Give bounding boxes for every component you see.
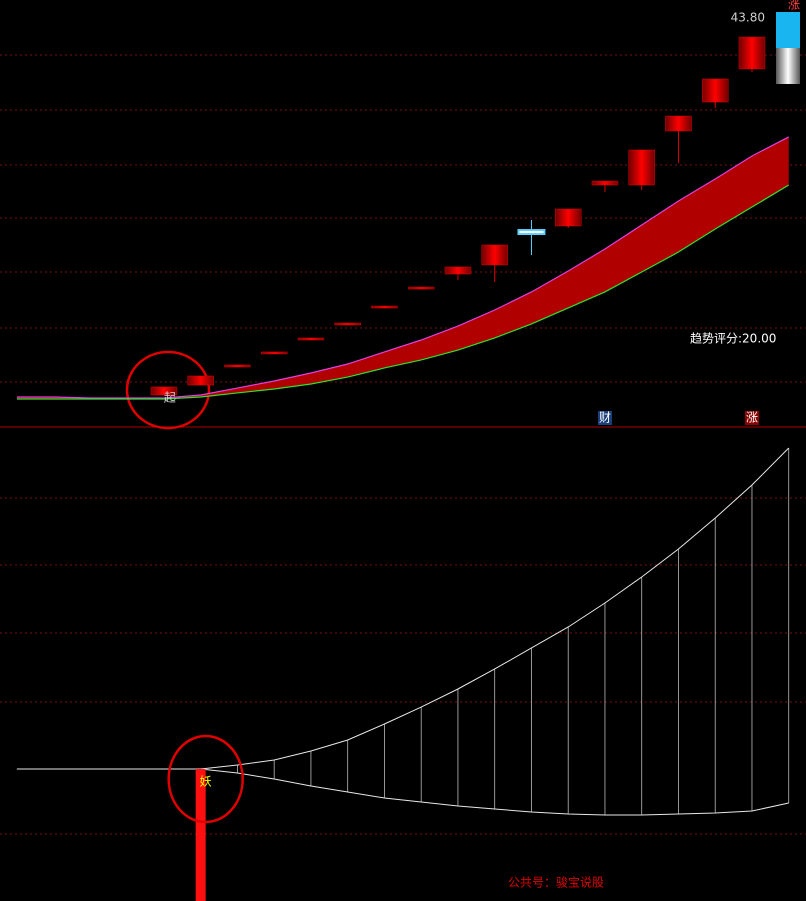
marker-label: 涨: [746, 410, 758, 425]
gauge-bottom: [776, 48, 800, 84]
highlight-circle: [125, 350, 211, 430]
candle-body: [150, 386, 178, 396]
signal-label: 妖: [200, 775, 212, 789]
marker-label: 财: [599, 411, 611, 425]
candle-body: [297, 337, 325, 341]
candle-body: [187, 375, 214, 386]
marker-box: [744, 411, 759, 425]
candle-body: [665, 115, 692, 132]
band-fill: [16, 136, 789, 400]
candle-body: [517, 229, 546, 235]
score-text: 趋势评分:20.00: [690, 332, 776, 346]
candle-body: [628, 149, 655, 186]
candle-body: [701, 78, 729, 103]
candle-body: [371, 305, 398, 309]
candle-body: [224, 364, 251, 368]
grid: [0, 54, 806, 835]
candle-body: [591, 180, 619, 186]
highlight-circle: [167, 734, 244, 824]
candle-body: [738, 36, 766, 70]
candle-body: [481, 244, 508, 266]
candle-body: [334, 322, 361, 326]
candle-body: [444, 266, 472, 275]
band-lower: [16, 184, 790, 400]
marker-label: 起: [164, 391, 176, 405]
candle-body: [260, 351, 288, 355]
marker-box: [597, 411, 612, 425]
last-price: 43.80: [731, 11, 765, 25]
candle-body: [554, 208, 582, 227]
indicator-line: [16, 768, 789, 816]
candle-body: [407, 286, 435, 290]
signal-bar: [195, 769, 206, 901]
gauge-label: 涨: [788, 0, 800, 12]
gauge-top: [776, 12, 800, 48]
footer-text: 公共号：骏宝说股: [508, 875, 604, 890]
band-upper: [16, 136, 790, 399]
indicator-line: [16, 447, 790, 770]
